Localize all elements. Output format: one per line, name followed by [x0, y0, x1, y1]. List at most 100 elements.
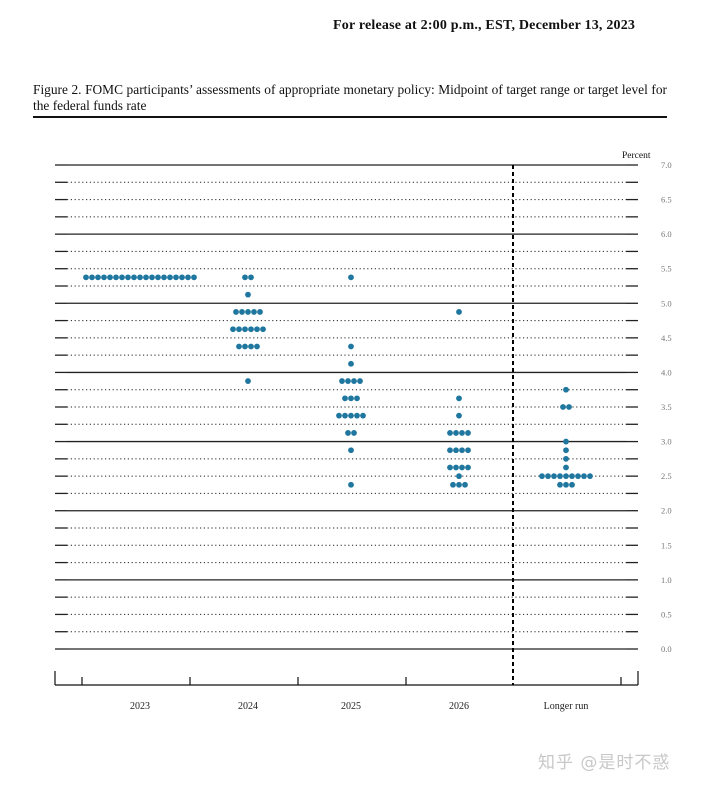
participant-dot [248, 326, 254, 333]
participant-dot [239, 309, 245, 315]
participant-dot [336, 412, 342, 419]
participant-dot [245, 291, 251, 298]
y-tick-label: 5.5 [661, 264, 672, 274]
participant-dot [539, 473, 545, 480]
participant-dot [179, 274, 185, 281]
participant-dot [113, 274, 119, 281]
participant-dot [450, 481, 456, 488]
participant-dot [456, 412, 462, 419]
participant-dot [557, 481, 563, 488]
y-tick-label: 0.5 [661, 609, 672, 619]
participant-dot [236, 343, 242, 350]
y-tick-label: 2.5 [661, 471, 672, 481]
participant-dot [459, 447, 465, 454]
participant-dot [348, 395, 354, 402]
y-tick-label: 1.5 [661, 540, 672, 550]
participant-dot [563, 455, 569, 462]
participant-dot [348, 412, 354, 419]
participant-dot [137, 274, 143, 281]
x-category-label: Longer run [544, 701, 589, 712]
participant-dot [563, 473, 569, 480]
y-tick-label: 5.0 [661, 298, 672, 308]
participant-dot [89, 274, 95, 281]
participant-dot [459, 464, 465, 471]
participant-dot [569, 481, 575, 488]
participant-dot [348, 481, 354, 488]
participant-dot [453, 464, 459, 471]
participant-dot [260, 326, 266, 333]
participant-dot [357, 378, 363, 384]
watermark: 知乎 @是时不惑 [538, 753, 671, 773]
participant-dot [551, 473, 557, 480]
y-tick-label: 3.5 [661, 402, 672, 412]
y-tick-label: 4.0 [661, 367, 672, 377]
participant-dot [248, 274, 254, 281]
participant-dot [251, 309, 257, 315]
x-category-label: 2024 [238, 701, 258, 712]
participant-dot [339, 378, 345, 384]
participant-dot [191, 274, 197, 281]
participant-dot [447, 430, 453, 436]
participant-dot [348, 274, 354, 281]
x-category-label: 2023 [130, 701, 150, 712]
participant-dot [95, 274, 101, 281]
participant-dot [345, 378, 351, 384]
participant-dot [354, 395, 360, 402]
participant-dot [563, 447, 569, 454]
participant-dot [257, 309, 263, 315]
participant-dot [242, 326, 248, 333]
participant-dot [173, 274, 179, 281]
y-tick-label: 6.5 [661, 195, 672, 205]
y-tick-label: 3.0 [661, 437, 672, 447]
y-tick-label: 1.0 [661, 575, 672, 585]
participant-dot [233, 309, 239, 315]
participant-dot [354, 412, 360, 419]
participant-dot [465, 447, 471, 454]
participant-dot [107, 274, 113, 281]
y-tick-label: 7.0 [661, 160, 672, 170]
participant-dot [101, 274, 107, 281]
y-axis-label: Percent [622, 151, 651, 161]
participant-dot [345, 430, 351, 436]
participant-dot [581, 473, 587, 480]
participant-dot [185, 274, 191, 281]
participant-dot [342, 395, 348, 402]
participant-dot [456, 473, 462, 480]
release-time-header: For release at 2:00 p.m., EST, December … [333, 18, 636, 33]
y-tick-label: 4.5 [661, 333, 672, 343]
participant-dot [245, 309, 251, 315]
participant-dot [459, 430, 465, 436]
participant-dot [143, 274, 149, 281]
participant-dot [254, 326, 260, 333]
participant-dot [167, 274, 173, 281]
participant-dot [155, 274, 161, 281]
y-tick-label: 6.0 [661, 229, 672, 239]
participant-dot [351, 378, 357, 384]
participant-dot [161, 274, 167, 281]
figure-caption: Figure 2. FOMC participants’ assessments… [33, 82, 667, 113]
participant-dot [560, 404, 566, 410]
participant-dot [131, 274, 137, 281]
participant-dot [575, 473, 581, 480]
participant-dot [545, 473, 551, 480]
participant-dot [242, 343, 248, 350]
participant-dot [456, 395, 462, 402]
participant-dot [569, 473, 575, 480]
participant-dot [462, 481, 468, 488]
caption-divider [33, 116, 667, 118]
participant-dot [245, 378, 251, 384]
participant-dot [566, 404, 572, 410]
participant-dot [447, 464, 453, 471]
participant-dot [563, 386, 569, 393]
participant-dot [587, 473, 593, 480]
participant-dot [557, 473, 563, 480]
participant-dot [83, 274, 89, 281]
participant-dot [563, 438, 569, 445]
participant-dot [236, 326, 242, 333]
y-tick-label: 2.0 [661, 506, 672, 516]
participant-dot [447, 447, 453, 454]
participant-dot [125, 274, 131, 281]
participant-dot [563, 464, 569, 471]
participant-dot [456, 309, 462, 315]
